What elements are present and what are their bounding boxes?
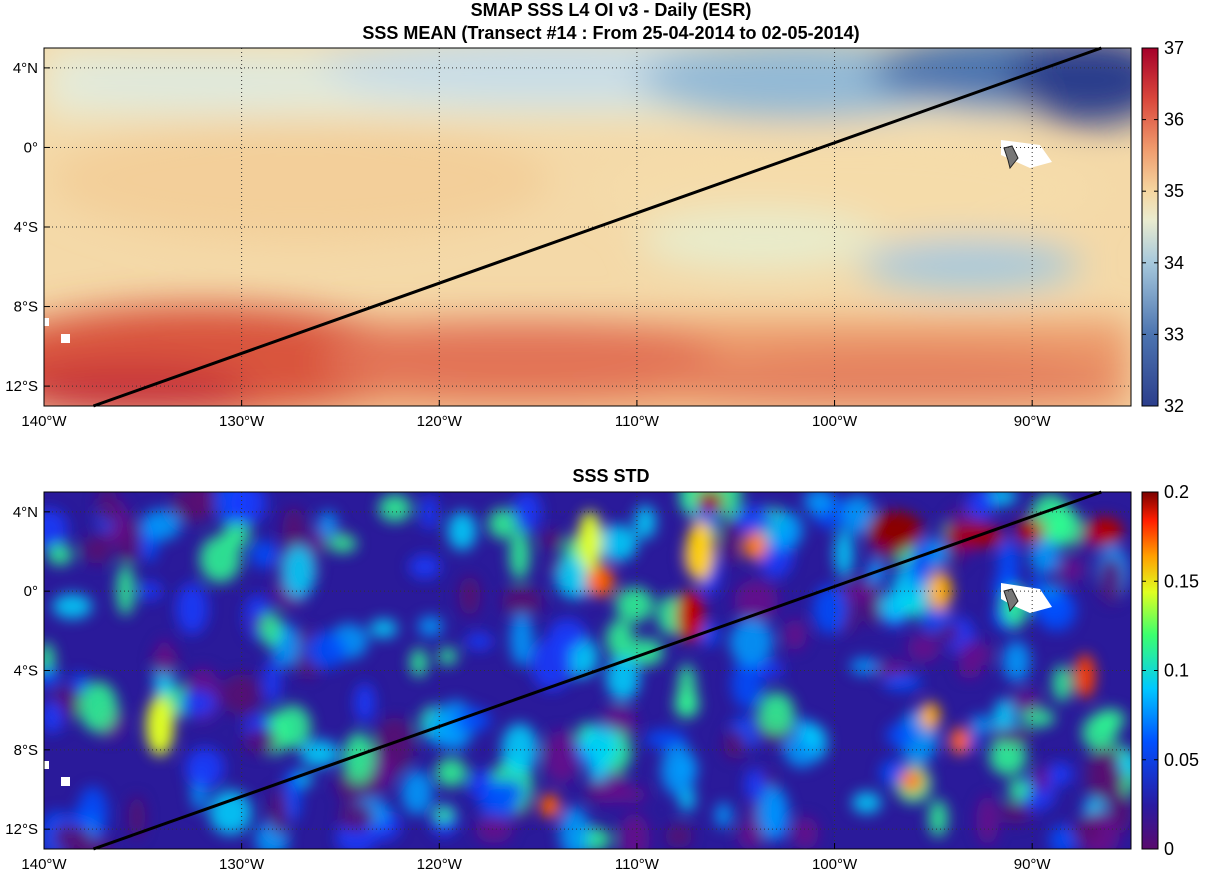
y-tick-label: 12°S	[5, 821, 38, 838]
colorbar-tick-label: 0	[1164, 839, 1174, 859]
x-tick-label: 120°W	[417, 856, 463, 871]
sss-mean-colorbar-ticks: 37 36 35 34 33 32	[1142, 38, 1184, 416]
sss-std-x-tick-labels: 140°W 130°W 120°W 110°W 100°W 90°W	[21, 856, 1051, 871]
x-tick-label: 90°W	[1014, 413, 1052, 430]
sss-mean-colorbar	[1141, 47, 1159, 407]
y-tick-label: 4°S	[14, 663, 38, 680]
sss-std-colorbar-ticks: 0.2 0.15 0.1 0.05 0	[1142, 482, 1199, 859]
x-tick-label: 100°W	[812, 413, 858, 430]
y-tick-label: 4°N	[13, 504, 38, 521]
x-tick-label: 120°W	[417, 413, 463, 430]
sss-mean-y-tick-labels: 4°N 0° 4°S 8°S 12°S	[5, 60, 38, 395]
figure-title-line1: SMAP SSS L4 OI v3 - Daily (ESR)	[470, 0, 752, 20]
colorbar-tick-label: 35	[1164, 181, 1184, 201]
colorbar-tick-label: 0.1	[1164, 661, 1189, 681]
sss-mean-field	[44, 48, 1131, 406]
transect-line-mean	[92, 46, 1102, 408]
colorbar-tick-label: 0.2	[1164, 482, 1189, 502]
x-tick-label: 100°W	[812, 856, 858, 871]
x-tick-label: 140°W	[21, 856, 67, 871]
y-tick-label: 4°N	[13, 60, 38, 77]
x-tick-label: 110°W	[615, 856, 660, 871]
sss-std-field	[44, 492, 1131, 849]
colorbar-tick-label: 32	[1164, 396, 1184, 416]
y-tick-label: 4°S	[14, 219, 38, 236]
sss-mean-map-panel: 140°W 130°W 120°W 110°W 100°W 90°W 4°N 0° 4°S 8°…	[5, 38, 1184, 430]
x-tick-label: 110°W	[615, 413, 660, 430]
transect-line-std	[92, 490, 1102, 851]
figure-title-line2: SSS MEAN (Transect #14 : From 25-04-2014…	[362, 23, 860, 43]
x-tick-label: 130°W	[219, 856, 265, 871]
x-tick-label: 140°W	[21, 413, 67, 430]
x-tick-label: 130°W	[219, 413, 265, 430]
colorbar-tick-label: 0.05	[1164, 750, 1199, 770]
colorbar-tick-label: 37	[1164, 38, 1184, 58]
y-tick-label: 8°S	[14, 742, 38, 759]
sss-std-axes-frame	[43, 491, 1132, 850]
x-tick-label: 90°W	[1014, 856, 1052, 871]
sss-mean-axes-frame	[43, 47, 1132, 407]
y-tick-label: 8°S	[14, 299, 38, 316]
y-tick-label: 0°	[24, 583, 38, 600]
colorbar-tick-label: 33	[1164, 324, 1184, 344]
y-tick-label: 12°S	[5, 378, 38, 395]
std-panel-title: SSS STD	[572, 466, 650, 486]
sss-std-map-panel: 140°W 130°W 120°W 110°W 100°W 90°W 4°N 0° 4°S 8°…	[5, 482, 1199, 871]
y-tick-label: 0°	[24, 139, 38, 156]
sss-std-y-tick-labels: 4°N 0° 4°S 8°S 12°S	[5, 504, 38, 838]
sss-mean-x-tick-labels: 140°W 130°W 120°W 110°W 100°W 90°W	[21, 413, 1051, 430]
colorbar-tick-label: 36	[1164, 110, 1184, 130]
colorbar-tick-label: 34	[1164, 253, 1184, 273]
colorbar-tick-label: 0.15	[1164, 571, 1199, 591]
